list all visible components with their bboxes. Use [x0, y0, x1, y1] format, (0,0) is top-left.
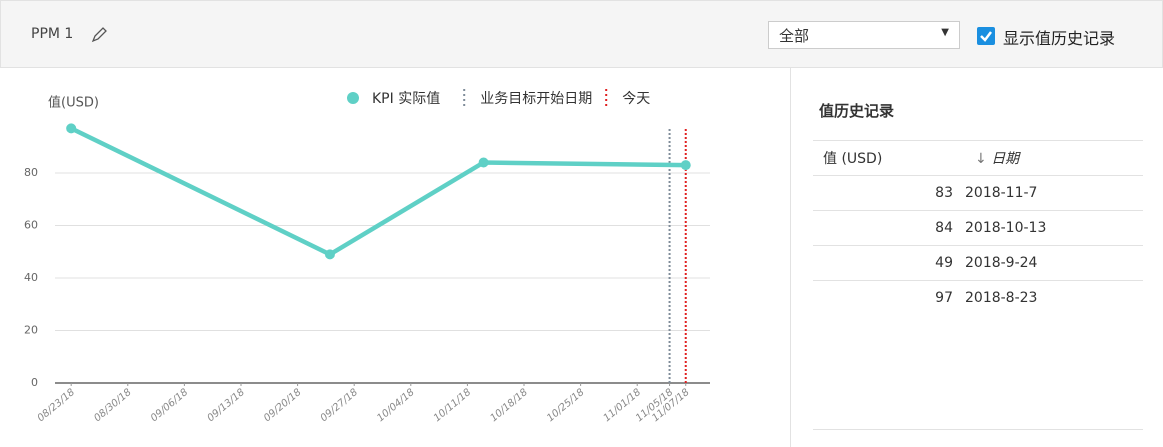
history-checkbox[interactable] [977, 27, 995, 45]
x-tick-label: 10/25/18 [545, 387, 586, 424]
y-tick-label: 40 [24, 271, 38, 284]
point [478, 157, 489, 168]
filter-value: 全部 [779, 27, 810, 45]
history-panel: 值历史记录 值 (USD) ↓ 日期 83 2018-11-7 84 2018-10-1… [790, 67, 1163, 447]
y-tick-label: 20 [24, 324, 38, 337]
x-tick-label: 09/06/18 [149, 387, 190, 424]
history-row: 97 2018-8-23 [813, 280, 1143, 315]
x-tick-label: 10/04/18 [375, 387, 416, 424]
history-row: 49 2018-9-24 [813, 245, 1143, 281]
y-tick-label: 0 [31, 376, 38, 389]
legend-swatch [347, 92, 359, 104]
divider [813, 429, 1143, 430]
date-cell: 2018-8-23 [965, 280, 1143, 315]
header: PPM 1 全部 ▼ 显示值历史记录 [0, 0, 1163, 68]
history-toggle-label[interactable]: 显示值历史记录 [1003, 29, 1116, 48]
x-tick-label: 08/23/18 [36, 387, 77, 424]
value-cell: 97 [813, 280, 965, 315]
point [324, 249, 335, 260]
legend-label: KPI 实际值 [372, 91, 440, 107]
legend-label: 业务目标开始日期 [480, 91, 592, 107]
value-cell: 49 [813, 245, 965, 281]
x-tick-label: 10/18/18 [488, 387, 529, 424]
legend-label: 今天 [622, 91, 650, 107]
column-header: 值 (USD) [813, 140, 965, 176]
value-cell: 83 [813, 175, 965, 211]
history-row: 84 2018-10-13 [813, 210, 1143, 246]
x-tick-label: 08/30/18 [92, 387, 133, 424]
point [66, 123, 77, 134]
date-cell: 2018-11-7 [965, 175, 1143, 211]
x-tick-label: 09/20/18 [262, 387, 303, 424]
edit-icon[interactable] [89, 25, 109, 45]
x-tick-label: 10/11/18 [432, 387, 473, 424]
history-title: 值历史记录 [819, 102, 895, 120]
date-cell: 2018-9-24 [965, 245, 1143, 281]
column-header[interactable]: ↓ 日期 [965, 140, 1143, 176]
column-header-text: 日期 [991, 151, 1020, 167]
chart: 值(USD) 0 20 40 60 80 08/23/18 08/30/18 09/06/18… [24, 89, 710, 424]
x-tick-label: 09/13/18 [205, 387, 246, 424]
point [680, 160, 691, 171]
history-row: 83 2018-11-7 [813, 175, 1143, 211]
x-tick-label: 09/27/18 [319, 387, 360, 424]
date-cell: 2018-10-13 [965, 210, 1143, 246]
filter-select[interactable]: 全部 ▼ [768, 21, 960, 49]
y-tick-label: 80 [24, 166, 38, 179]
history-table: 值 (USD) ↓ 日期 83 2018-11-7 84 2018-10-13 49 201… [813, 140, 1143, 315]
y-tick-label: 60 [24, 219, 38, 232]
kpi-title: PPM 1 [31, 26, 74, 42]
line [70, 126, 686, 257]
y-axis-label: 值(USD) [48, 95, 99, 111]
value-cell: 84 [813, 210, 965, 246]
